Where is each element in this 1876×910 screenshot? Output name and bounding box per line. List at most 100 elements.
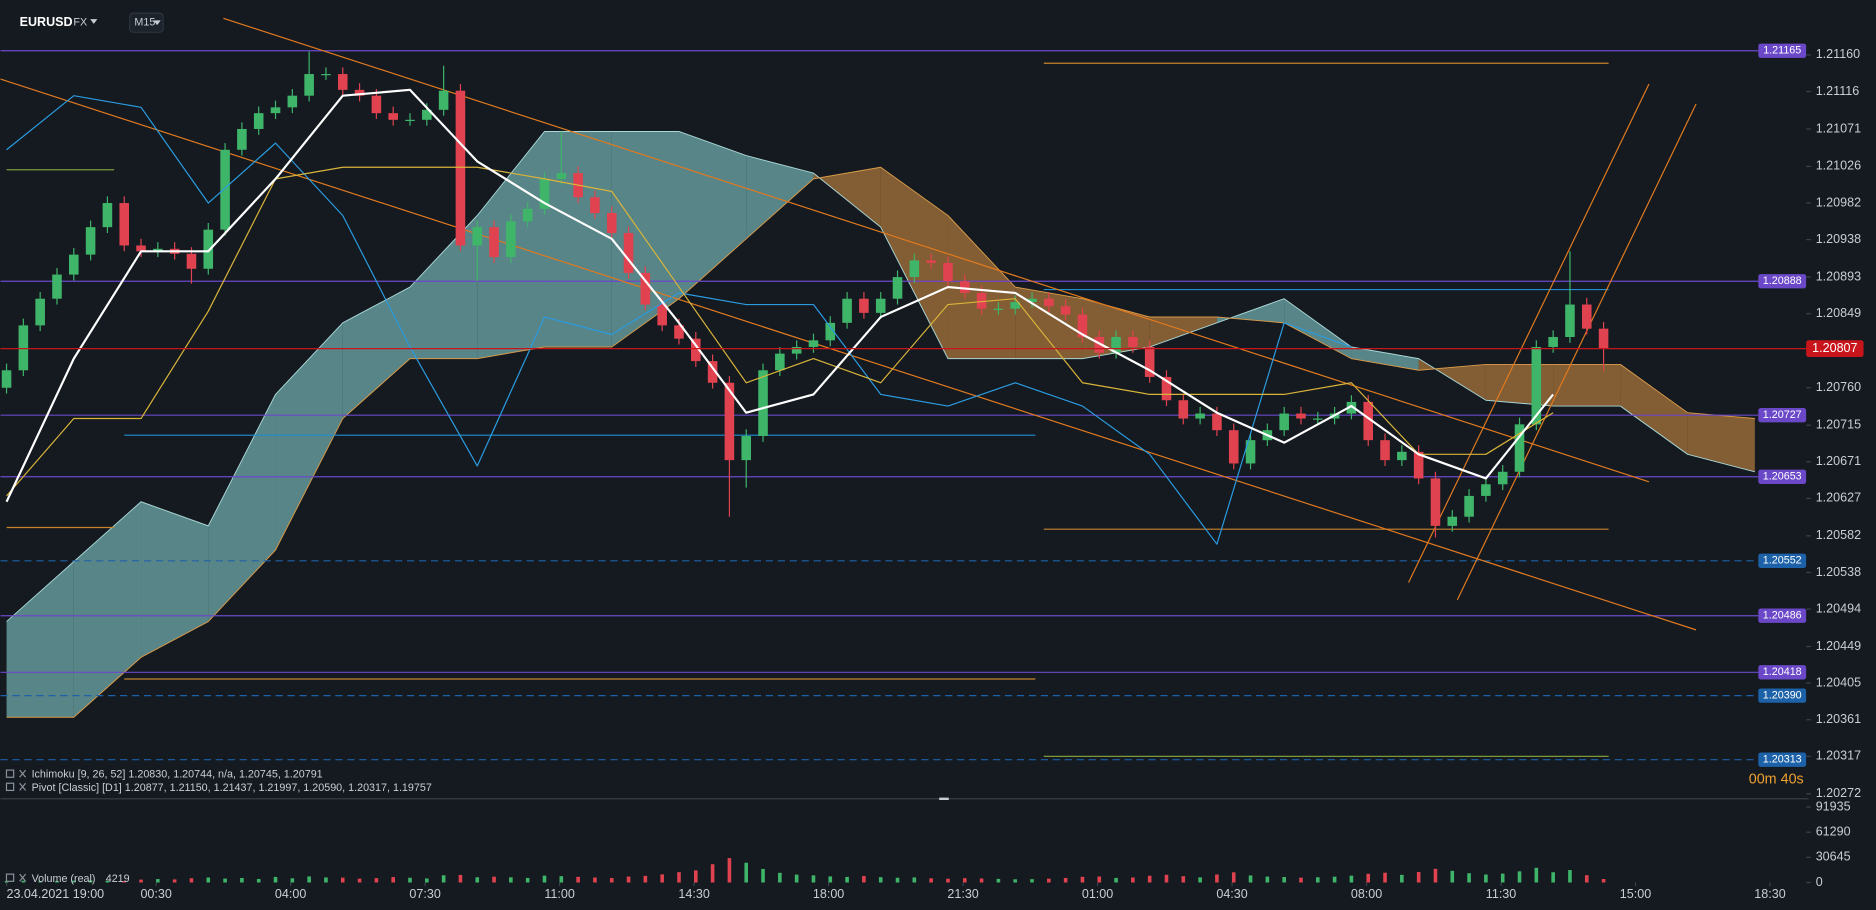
x-tick-label: 04:00: [275, 887, 306, 901]
candle-body: [1581, 304, 1592, 329]
candle-body: [791, 346, 802, 354]
candle-body: [1346, 401, 1357, 414]
y-tick-label: 1.20627: [1816, 491, 1861, 505]
volume-bar: [525, 877, 530, 883]
legend-icons: [5, 769, 27, 882]
volume-bar: [357, 878, 362, 883]
volume-bar: [189, 878, 194, 883]
volume-bar: [223, 878, 227, 883]
volume-bar: [55, 880, 59, 883]
volume-bar: [862, 876, 866, 883]
level-label: 1.20653: [1763, 471, 1802, 483]
volume-bar: [340, 877, 345, 883]
timeframe[interactable]: M15: [134, 17, 155, 29]
volume-bar: [559, 876, 564, 883]
x-tick-label: 11:00: [544, 887, 574, 901]
level-label: 1.20313: [1763, 754, 1802, 766]
volume-bar: [1551, 872, 1555, 883]
x-tick-label: 21:30: [947, 887, 978, 901]
bar-timer: 00m 40s: [1749, 771, 1804, 787]
volume-bar: [1450, 870, 1455, 883]
candle-body: [1363, 401, 1374, 441]
candle-body: [388, 113, 398, 120]
volume-bar: [441, 875, 446, 883]
candle-body: [287, 95, 298, 108]
volume-bar: [458, 874, 463, 883]
candle-body: [1228, 430, 1239, 464]
volume-bar: [391, 877, 395, 883]
volume-bar: [475, 877, 480, 883]
candle-body: [758, 370, 768, 437]
level-badge: [1758, 665, 1807, 680]
candle-body: [741, 436, 752, 461]
candle-body: [1245, 440, 1256, 464]
trend-line: [1456, 103, 1697, 601]
cloud-segment: [1553, 364, 1621, 407]
span-b: [6, 166, 1755, 718]
chikou-line: [6, 95, 1352, 545]
level-label: 1.21165: [1763, 45, 1801, 57]
candle-body: [1195, 413, 1205, 419]
candle-body: [1044, 298, 1054, 307]
trend-line: [1408, 83, 1650, 583]
candle-body: [1128, 336, 1138, 347]
market[interactable]: FX: [73, 17, 87, 29]
dropdown-arrow[interactable]: [90, 19, 98, 24]
x-tick-label: 11:30: [1486, 887, 1516, 901]
candle-body: [220, 149, 230, 230]
candle-body: [85, 227, 96, 255]
dropdown-arrow[interactable]: [153, 20, 161, 26]
volume-legend[interactable]: Volume (real): [32, 873, 96, 885]
candle-body: [489, 227, 499, 258]
volume-bar: [1215, 874, 1219, 883]
candle-body: [371, 95, 382, 114]
x-tick-label: 23.04.2021 19:00: [6, 887, 104, 901]
candle-body: [472, 227, 483, 246]
candle-body: [102, 203, 113, 228]
level-badge: [1758, 408, 1807, 423]
volume-bar: [677, 872, 681, 883]
tenkan-line: [5, 88, 1554, 503]
x-tick-label: 08:00: [1351, 887, 1382, 901]
volume-bar: [794, 874, 799, 883]
x-tick-label: 00:30: [140, 887, 171, 901]
volume-bar: [408, 877, 412, 883]
candle-body: [1161, 376, 1172, 401]
level-label: 1.20552: [1763, 555, 1802, 567]
candle-body: [909, 260, 920, 278]
cloud-segment: [141, 501, 209, 658]
candle-body: [707, 361, 718, 383]
candle-body: [1565, 304, 1575, 337]
candle-body: [1481, 484, 1491, 496]
ichimoku-legend[interactable]: Ichimoku [9, 26, 52] 1.20830, 1.20744, n…: [32, 769, 323, 781]
candle-body: [1212, 413, 1222, 431]
y-tick-label: 1.20893: [1816, 269, 1861, 283]
volume-bar: [1013, 879, 1017, 883]
candle-body: [606, 213, 617, 233]
cloud-segment: [813, 167, 881, 228]
volume-bar: [1147, 875, 1152, 883]
x-tick-label: 15:00: [1620, 887, 1651, 901]
candle-body: [976, 292, 987, 309]
candle-body: [875, 298, 886, 313]
volume-bar: [1517, 871, 1522, 883]
pivot-legend[interactable]: Pivot [Classic] [D1] 1.20877, 1.21150, 1…: [32, 782, 432, 794]
cloud-segment: [1620, 364, 1688, 455]
cloud-segment: [73, 501, 142, 718]
candle-body: [775, 353, 785, 371]
volume-bar: [1366, 873, 1371, 883]
candle-body: [69, 254, 79, 275]
volume-bar: [509, 877, 513, 883]
y-tick-label: 1.20982: [1816, 195, 1861, 209]
candle-body: [119, 203, 130, 246]
volume-bar: [290, 878, 295, 883]
volume-bar: [996, 878, 1001, 883]
volume-bar: [811, 875, 816, 883]
symbol[interactable]: EURUSD: [20, 15, 73, 29]
volume-bar: [1332, 876, 1337, 883]
timeframe-button[interactable]: [129, 12, 164, 33]
level-badge: [1758, 752, 1807, 767]
volume-bar: [1500, 873, 1505, 883]
y-tick-label: 1.20849: [1816, 306, 1861, 320]
y-tick-label: 1.20494: [1816, 601, 1861, 615]
